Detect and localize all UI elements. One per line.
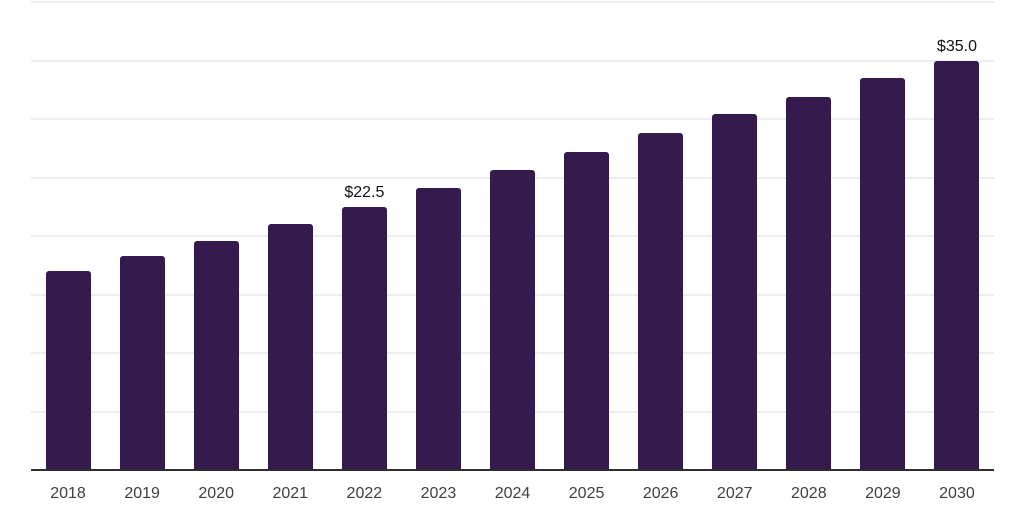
x-tick-label-2024: 2024 xyxy=(494,485,531,502)
x-tick-label-2018: 2018 xyxy=(50,485,86,502)
x-tick-label-2026: 2026 xyxy=(642,485,679,502)
x-tick-label-2028: 2028 xyxy=(791,485,827,502)
x-tick-label-2023: 2023 xyxy=(420,485,457,502)
bar-2023 xyxy=(415,188,461,470)
x-tick-label-2021: 2021 xyxy=(272,485,309,502)
x-tick-label-2027: 2027 xyxy=(716,485,753,502)
bar-2022 xyxy=(341,206,387,470)
data-label-2022: $22.5 xyxy=(344,183,385,201)
bar-2021 xyxy=(267,224,313,470)
bar-2026 xyxy=(638,133,684,470)
x-tick-label-2030: 2030 xyxy=(939,485,975,502)
bar-2029 xyxy=(860,78,906,470)
bar-2028 xyxy=(786,96,832,470)
x-tick-label-2019: 2019 xyxy=(124,485,160,502)
gridline-30 xyxy=(31,118,994,120)
x-tick-label-2029: 2029 xyxy=(865,485,901,502)
bar-2030 xyxy=(934,60,980,470)
gridline-40 xyxy=(31,1,994,3)
bar-2025 xyxy=(564,151,610,470)
data-label-2030: $35.0 xyxy=(936,37,977,55)
x-tick-label-2025: 2025 xyxy=(568,485,605,502)
bar-2019 xyxy=(119,255,165,470)
bar-2024 xyxy=(490,170,535,470)
x-tick-label-2020: 2020 xyxy=(198,485,234,502)
x-axis-line xyxy=(31,469,994,471)
gridline-35 xyxy=(31,59,994,62)
bar-2020 xyxy=(193,240,239,470)
bar-2027 xyxy=(712,114,758,470)
x-tick-label-2022: 2022 xyxy=(346,485,383,502)
bar-2018 xyxy=(45,271,91,470)
